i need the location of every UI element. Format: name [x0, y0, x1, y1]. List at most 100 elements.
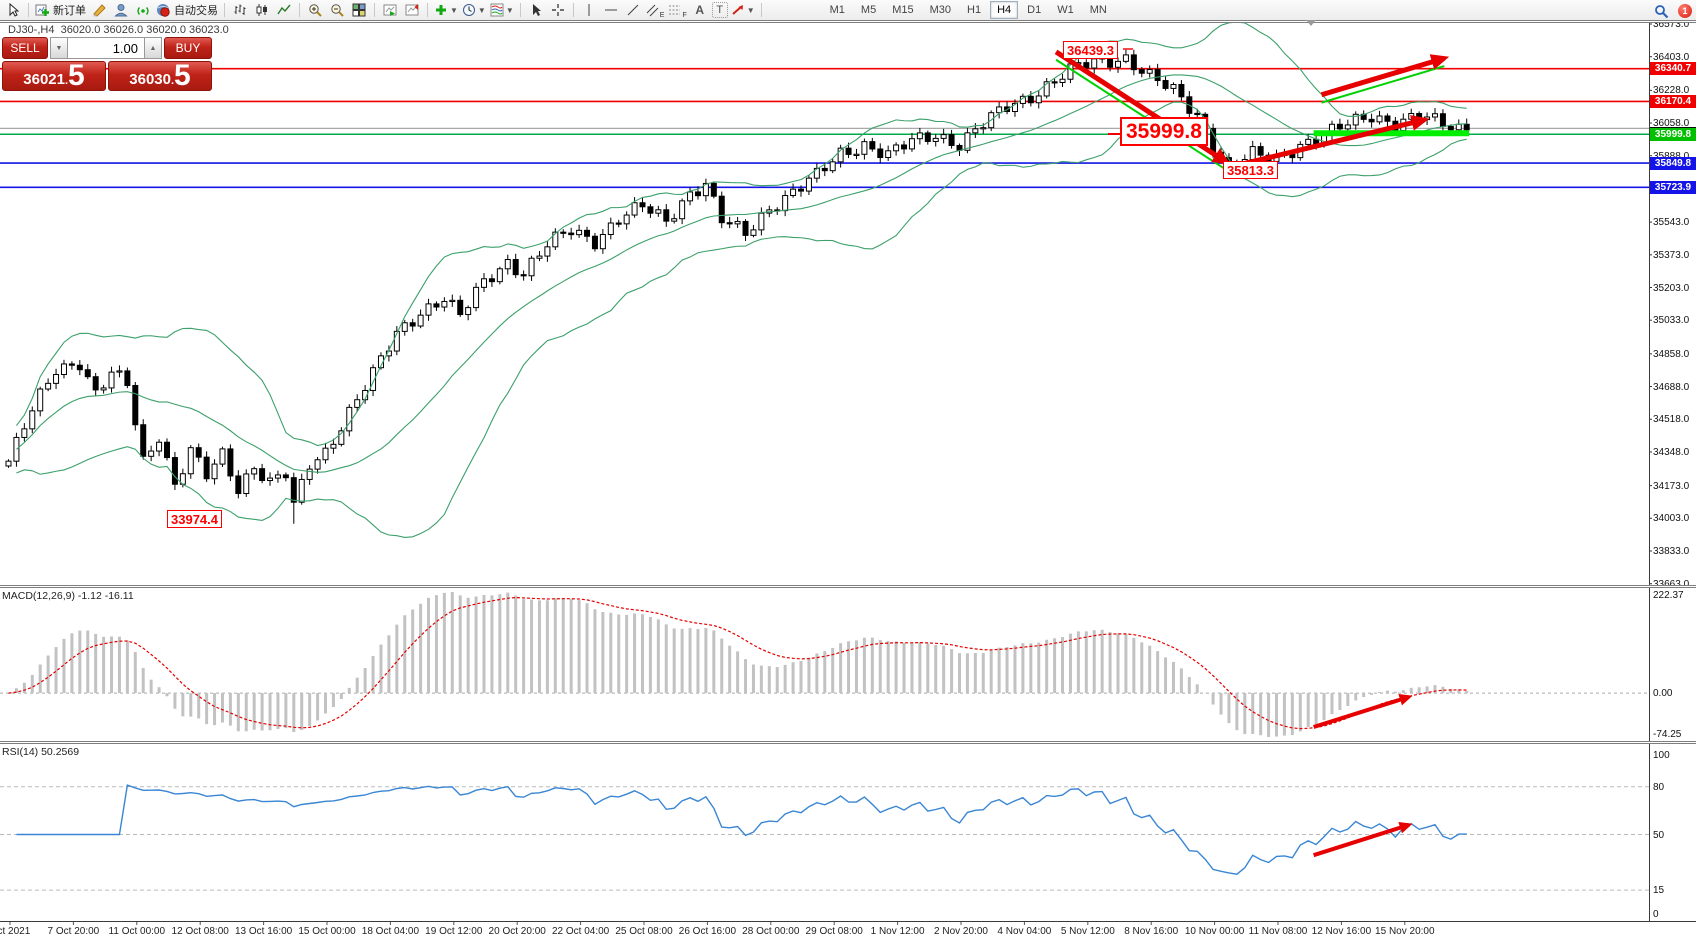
volume-increase-button[interactable]: ▲ — [144, 37, 162, 59]
macd-tick-label: 0.00 — [1653, 688, 1673, 700]
cursor-icon[interactable] — [526, 0, 546, 20]
trendline-icon[interactable] — [623, 0, 643, 20]
ask-price-display[interactable]: 36030. 5 — [108, 61, 212, 91]
search-icon[interactable] — [1651, 1, 1671, 21]
horizontal-line-icon[interactable] — [601, 0, 621, 20]
zoom-in-icon[interactable] — [305, 0, 325, 20]
autotrade-button[interactable]: 自动交易 — [155, 0, 219, 20]
vertical-line-icon[interactable] — [579, 0, 599, 20]
indicators-caret-icon[interactable]: ▼ — [450, 5, 458, 15]
bid-price-display[interactable]: 36021. 5 — [2, 61, 106, 91]
timeframe-h4[interactable]: H4 — [990, 1, 1019, 19]
timeframe-m15[interactable]: M15 — [892, 4, 914, 16]
arrows-icon[interactable]: ▼ — [730, 0, 756, 20]
time-axis-label: 11 Oct 00:00 — [108, 926, 166, 937]
timeframe-mn[interactable]: MN — [1089, 4, 1107, 16]
macd-tick-label: 222.37 — [1653, 590, 1684, 601]
crosshair-icon[interactable] — [548, 0, 568, 20]
text-icon[interactable]: A — [695, 3, 705, 17]
price-axis-border — [1649, 20, 1650, 921]
profile-icon[interactable] — [111, 0, 131, 20]
timeframe-m5[interactable]: M5 — [860, 4, 877, 16]
timeframe-d1[interactable]: D1 — [1027, 4, 1042, 16]
toolbar-chart-border — [0, 20, 1696, 23]
macd-panel-splitter[interactable] — [0, 585, 1696, 588]
rsi-label: RSI(14) 50.2569 — [2, 746, 80, 758]
auto-scroll-icon[interactable] — [380, 0, 400, 20]
price-tick-label: 34518.0 — [1653, 414, 1690, 426]
notifications-badge[interactable]: 1 — [1678, 4, 1692, 18]
time-axis-label: 8 Nov 16:00 — [1124, 926, 1179, 937]
bid-main-digits: 36021 — [23, 71, 65, 88]
pivot-price-label[interactable]: 35999.8 — [1120, 117, 1208, 146]
time-axis-label: 18 Oct 04:00 — [361, 926, 420, 937]
equidistant-channel-icon[interactable]: E — [645, 0, 666, 20]
volume-input[interactable]: 1.00 — [68, 37, 144, 59]
main-toolbar: 新订单 自动交易 ▼ ▼ — [0, 0, 1696, 20]
bar-chart-icon[interactable] — [230, 0, 250, 20]
signal-icon[interactable] — [133, 0, 153, 20]
text-label-icon[interactable]: T — [711, 2, 728, 18]
time-axis-label: 15 Nov 20:00 — [1375, 926, 1435, 937]
price-tick-label: 35033.0 — [1653, 315, 1690, 327]
swing-high-price-label[interactable]: 36439.3 — [1063, 41, 1118, 59]
candlestick-chart-icon[interactable] — [252, 0, 272, 20]
periods-icon[interactable]: ▼ — [461, 0, 487, 20]
arrows-caret-icon[interactable]: ▼ — [746, 5, 755, 15]
tile-windows-icon[interactable] — [349, 0, 369, 20]
price-tick-label: 36573.0 — [1653, 19, 1690, 30]
time-axis-label: 12 Nov 16:00 — [1311, 926, 1372, 937]
fibonacci-sub-label: F — [682, 12, 687, 19]
price-tick-label: 36058.0 — [1653, 118, 1690, 130]
ask-decimal-point: . — [170, 75, 175, 87]
price-tick-label: 36228.0 — [1653, 85, 1690, 97]
ask-big-digit: 5 — [174, 59, 191, 93]
time-axis-label: 2 Nov 20:00 — [934, 926, 988, 937]
buy-button[interactable]: BUY — [164, 37, 212, 59]
time-axis-label: 1 Nov 12:00 — [870, 926, 925, 937]
old-low-price-label[interactable]: 33974.4 — [167, 510, 222, 528]
timeframe-m1[interactable]: M1 — [829, 4, 845, 16]
volume-decrease-button[interactable]: ▼ — [50, 37, 68, 59]
timeframe-m30[interactable]: M30 — [929, 4, 952, 16]
line-chart-icon[interactable] — [274, 0, 294, 20]
pullback-low-price-label[interactable]: 35813.3 — [1223, 161, 1278, 179]
time-axis-label: 26 Oct 16:00 — [678, 926, 737, 937]
zoom-out-icon[interactable] — [327, 0, 347, 20]
time-axis-label: 13 Oct 16:00 — [234, 926, 293, 937]
price-tick-label: 33663.0 — [1653, 579, 1689, 590]
toolbar-separator — [299, 3, 300, 17]
time-axis-label: 10 Nov 00:00 — [1184, 926, 1245, 937]
periods-caret-icon[interactable]: ▼ — [477, 5, 486, 15]
time-axis-label: 22 Oct 04:00 — [551, 926, 610, 937]
fibonacci-icon[interactable]: F — [667, 0, 687, 20]
bid-big-digit: 5 — [68, 59, 85, 93]
price-axis-badge: 36170.4 — [1650, 94, 1696, 108]
sell-button[interactable]: SELL — [2, 37, 48, 59]
time-axis-label: 4 Nov 04:00 — [997, 926, 1052, 937]
indicators-icon[interactable]: ▼ — [433, 0, 459, 20]
rsi-panel-splitter[interactable] — [0, 741, 1696, 744]
styles-icon[interactable] — [89, 0, 109, 20]
price-axis-badge: 35723.9 — [1650, 180, 1696, 194]
rsi-tick-label: 15 — [1653, 885, 1665, 897]
time-axis-label: 20 Oct 20:00 — [488, 926, 546, 937]
rsi-tick-label: 100 — [1653, 750, 1670, 761]
chart-shift-icon[interactable] — [402, 0, 422, 20]
price-axis-badge: 36340.7 — [1650, 62, 1696, 76]
panel-collapse-arrow-icon[interactable] — [1306, 20, 1316, 26]
price-tick-label: 35373.0 — [1653, 249, 1690, 261]
ask-main-digits: 36030 — [129, 71, 171, 88]
templates-caret-icon[interactable]: ▼ — [505, 5, 514, 15]
new-order-button[interactable]: 新订单 — [34, 0, 87, 20]
macd-tick-label: -74.25 — [1653, 729, 1682, 740]
timeframe-w1[interactable]: W1 — [1057, 4, 1074, 16]
time-axis-label: 29 Oct 08:00 — [805, 926, 863, 937]
templates-icon[interactable]: ▼ — [489, 0, 515, 20]
new-order-label: 新订单 — [53, 5, 86, 17]
time-axis-label: 15 Oct 00:00 — [298, 926, 356, 937]
timeframe-h1[interactable]: H1 — [967, 4, 982, 16]
time-axis-label: 25 Oct 08:00 — [615, 926, 673, 937]
cursor-arrow-icon[interactable] — [3, 0, 23, 20]
